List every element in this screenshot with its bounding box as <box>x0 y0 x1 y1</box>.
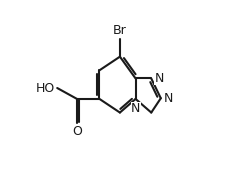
Text: HO: HO <box>36 82 55 95</box>
Text: Br: Br <box>112 24 126 37</box>
Text: N: N <box>164 92 173 105</box>
Text: N: N <box>130 102 140 115</box>
Text: O: O <box>72 125 81 138</box>
Text: N: N <box>154 72 163 85</box>
